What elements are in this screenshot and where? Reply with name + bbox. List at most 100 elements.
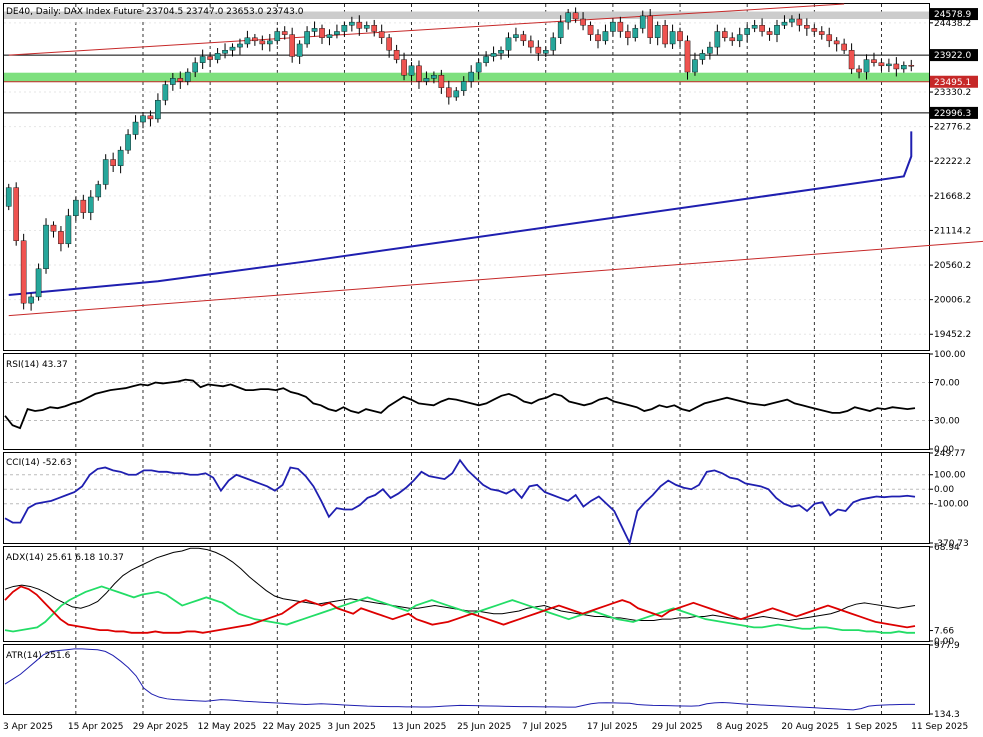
candle-body bbox=[87, 196, 94, 213]
candle-body bbox=[729, 37, 736, 42]
price-tick-label: 21668.2 bbox=[934, 192, 971, 202]
candle-body bbox=[58, 231, 64, 245]
candle-body bbox=[296, 43, 303, 57]
candle-body bbox=[341, 25, 348, 32]
candle-body bbox=[505, 37, 512, 51]
channel-upper-line bbox=[8, 3, 845, 56]
candle-body bbox=[229, 46, 236, 51]
rsi-tick-label: 100.00 bbox=[934, 350, 966, 360]
candle-body bbox=[199, 56, 206, 63]
candle-body bbox=[639, 15, 646, 29]
candle-body bbox=[416, 65, 422, 82]
candle-body bbox=[95, 184, 102, 198]
candle-body bbox=[654, 25, 661, 38]
channel-lower-line bbox=[8, 240, 983, 317]
price-tag-label: 23922.0 bbox=[934, 51, 971, 61]
candle-body bbox=[901, 65, 907, 70]
candle-body bbox=[804, 25, 810, 29]
candle-body bbox=[856, 68, 862, 73]
price-tag-bg bbox=[930, 106, 978, 119]
candle-body bbox=[184, 71, 191, 82]
candle-body bbox=[587, 25, 594, 35]
chart-title: DE40, Daily: DAX Index Future bbox=[6, 7, 143, 17]
candle-body bbox=[334, 31, 340, 35]
candle-body bbox=[155, 99, 161, 120]
candle-body bbox=[908, 65, 915, 67]
candle-body bbox=[893, 63, 900, 70]
candle-body bbox=[311, 28, 318, 32]
adx-tick-label: 0.00 bbox=[934, 637, 954, 647]
candle-body bbox=[871, 59, 877, 63]
x-tick-label: 22 May 2025 bbox=[262, 722, 321, 732]
candle-body bbox=[721, 31, 728, 38]
moving-average-line bbox=[8, 131, 913, 297]
candle-body bbox=[73, 199, 79, 216]
cci-tick-label: 249.77 bbox=[934, 449, 966, 459]
candle-body bbox=[28, 296, 34, 304]
candle-body bbox=[117, 149, 124, 166]
candle-body bbox=[759, 25, 765, 32]
x-tick-label: 15 Apr 2025 bbox=[68, 722, 124, 732]
cci-title: CCI(14) -52.63 bbox=[6, 458, 72, 468]
axis-ticks: 3 Apr 2025 15 Apr 2025 29 Apr 2025 12 May 2… bbox=[3, 8, 978, 732]
candle-body bbox=[841, 43, 847, 51]
candle-body bbox=[125, 134, 131, 151]
candle-body bbox=[423, 78, 430, 82]
x-tick-label: 29 Apr 2025 bbox=[133, 722, 189, 732]
atr-title: ATR(14) 251.6 bbox=[6, 651, 71, 661]
candle-body bbox=[393, 50, 400, 60]
candle-body bbox=[878, 62, 885, 67]
candle-body bbox=[304, 31, 310, 45]
candle-body bbox=[490, 53, 497, 57]
candle-body bbox=[513, 34, 519, 38]
candle-body bbox=[5, 187, 12, 207]
rsi-tick-label: 0.00 bbox=[934, 445, 954, 455]
candle-body bbox=[833, 40, 840, 45]
candle-body bbox=[886, 63, 892, 67]
price-tick-label: 24438.2 bbox=[934, 19, 971, 29]
candle-body bbox=[751, 25, 758, 29]
price-tag-bg bbox=[930, 75, 978, 88]
candle-body bbox=[647, 15, 654, 38]
candle-body bbox=[401, 59, 407, 76]
candle-body bbox=[602, 31, 609, 42]
x-tick-label: 1 Sep 2025 bbox=[846, 722, 897, 732]
candle-body bbox=[796, 18, 803, 26]
candle-body bbox=[140, 115, 146, 123]
cci-tick-label: 100.00 bbox=[934, 471, 966, 481]
adx-plus-di-line bbox=[4, 585, 915, 634]
price-tag-label: 23495.1 bbox=[934, 78, 971, 88]
candle-body bbox=[774, 25, 780, 35]
candle-body bbox=[319, 28, 325, 38]
x-tick-label: 17 Jul 2025 bbox=[587, 722, 638, 732]
candle-body bbox=[431, 74, 437, 79]
candle-body bbox=[35, 268, 42, 298]
candle-body bbox=[826, 34, 833, 42]
candle-body bbox=[744, 28, 750, 35]
atr-line bbox=[4, 648, 916, 711]
candle-body bbox=[446, 87, 452, 98]
candle-body bbox=[20, 240, 27, 304]
x-tick-label: 7 Jul 2025 bbox=[522, 722, 567, 732]
candle-body bbox=[498, 50, 504, 54]
candle-body bbox=[222, 50, 228, 54]
rsi-tick-label: 70.00 bbox=[934, 379, 960, 389]
candle-body bbox=[818, 31, 825, 35]
atr-tick-label: 977.9 bbox=[934, 641, 960, 651]
candle-body bbox=[677, 31, 683, 42]
price-tick-label: 23330.2 bbox=[934, 88, 971, 98]
candle-body bbox=[438, 74, 445, 88]
candle-body bbox=[13, 187, 19, 241]
candle-body bbox=[453, 90, 460, 98]
candle-body bbox=[699, 53, 706, 60]
candle-body bbox=[483, 56, 489, 63]
adx-title: ADX(14) 25.61 6.18 10.37 bbox=[6, 553, 124, 563]
x-tick-label: 12 May 2025 bbox=[198, 722, 257, 732]
candle-body bbox=[811, 28, 818, 32]
candle-body bbox=[572, 12, 579, 20]
price-tag-label: 22996.3 bbox=[934, 109, 971, 119]
candle-body bbox=[147, 115, 154, 120]
adx-tick-label: 7.66 bbox=[934, 627, 954, 637]
candle-body bbox=[110, 159, 116, 166]
